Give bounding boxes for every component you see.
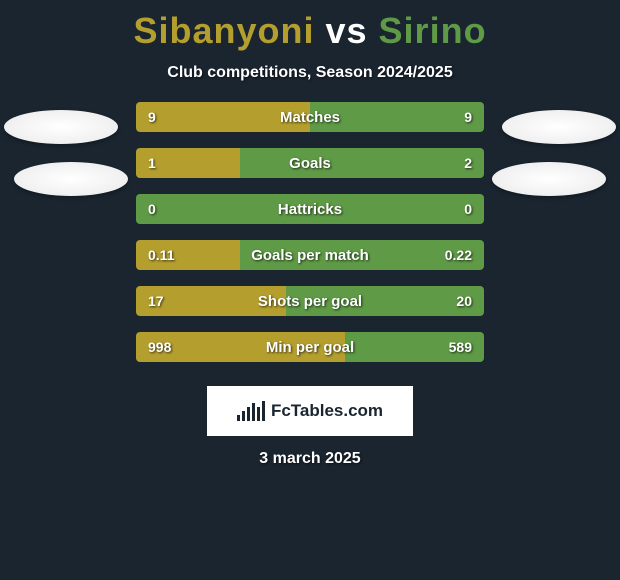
brand-icon-bar [257,407,260,421]
stat-track [136,286,484,316]
stat-row: Hattricks00 [136,194,484,224]
stat-track [136,148,484,178]
stat-bar-left [136,148,240,178]
stat-row: Shots per goal1720 [136,286,484,316]
brand-text: FcTables.com [271,401,383,421]
stat-track [136,194,484,224]
stat-bar-left [136,332,345,362]
stat-row: Matches99 [136,102,484,132]
stat-bar-left [136,240,240,270]
brand-icon-bar [247,407,250,421]
stat-bar-right [310,102,484,132]
vs-text: vs [325,10,367,51]
brand-icon-bar [252,403,255,421]
stat-bar-right [345,332,484,362]
stat-row: Goals per match0.110.22 [136,240,484,270]
player1-name: Sibanyoni [133,10,314,51]
stat-row: Min per goal998589 [136,332,484,362]
stat-bar-right [136,194,484,224]
player2-name: Sirino [379,10,487,51]
stat-bar-left [136,102,310,132]
brand-box: FcTables.com [207,386,413,436]
date-text: 3 march 2025 [0,450,620,468]
comparison-title: Sibanyoni vs Sirino [0,0,620,52]
stat-bar-left [136,286,286,316]
stat-bar-right [240,240,484,270]
player2-badge-placeholder [502,110,616,144]
brand-chart-icon [237,401,265,421]
player2-badge-placeholder-2 [492,162,606,196]
stat-track [136,332,484,362]
brand-icon-bar [242,411,245,421]
stat-bar-right [240,148,484,178]
subtitle: Club competitions, Season 2024/2025 [0,64,620,82]
player1-badge-placeholder [4,110,118,144]
player1-badge-placeholder-2 [14,162,128,196]
stat-bar-right [286,286,484,316]
stat-bars: Matches99 Goals12 Hattricks00 Goals per mat… [136,102,484,378]
stat-track [136,240,484,270]
brand-icon-bar [262,401,265,421]
brand-icon-bar [237,415,240,421]
stat-row: Goals12 [136,148,484,178]
stat-track [136,102,484,132]
